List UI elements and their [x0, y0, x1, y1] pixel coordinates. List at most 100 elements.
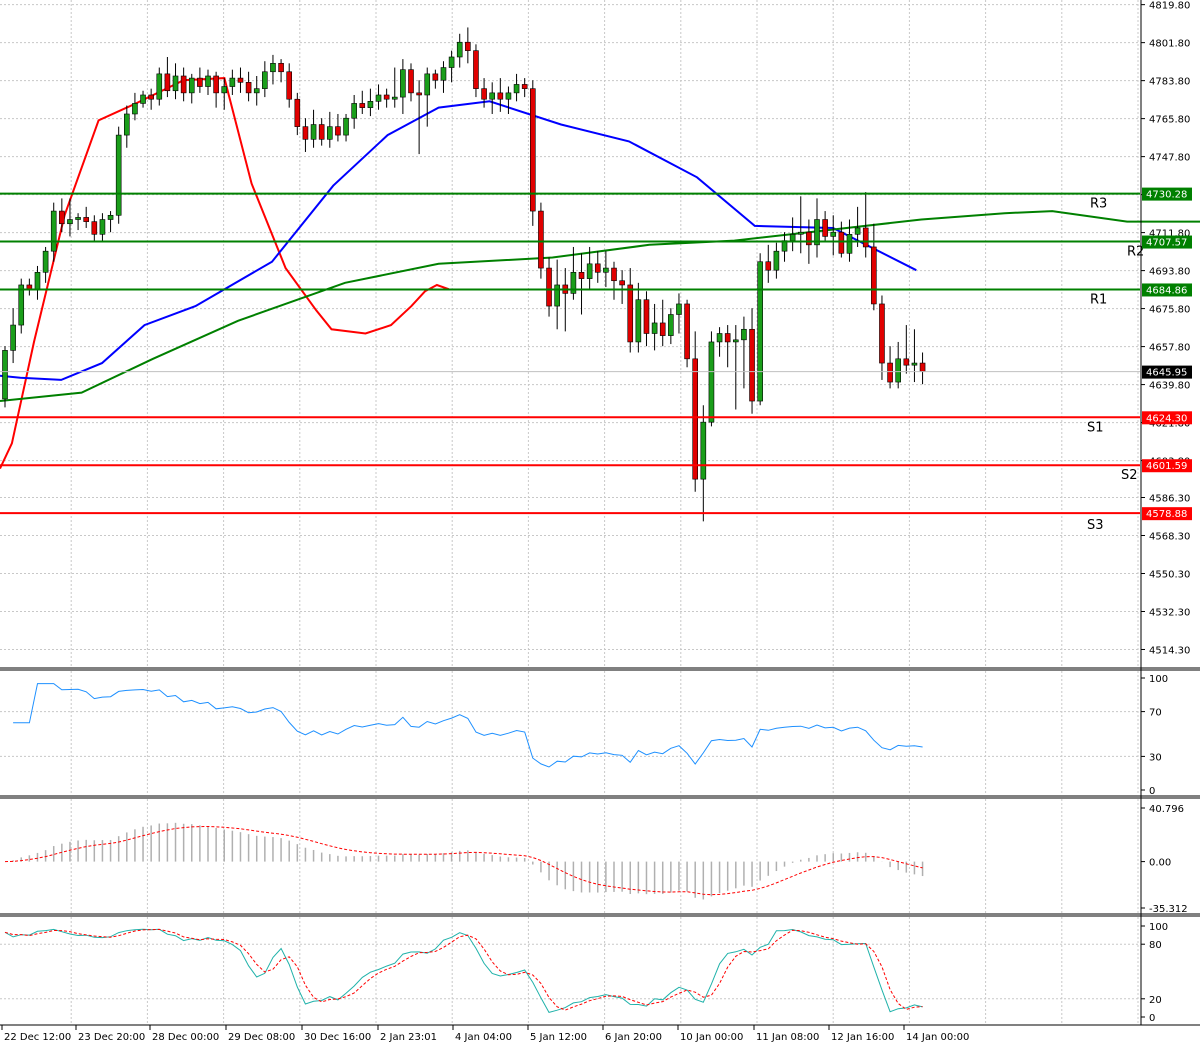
level-price-tag: 4578.88 — [1146, 509, 1187, 520]
moving-average-line — [0, 77, 450, 470]
time-tick-label: 5 Jan 12:00 — [530, 1032, 587, 1043]
candle — [262, 61, 268, 98]
candle — [115, 126, 122, 224]
candle — [221, 78, 228, 110]
candle — [473, 44, 479, 98]
current-price-tag: 4645.95 — [1142, 365, 1192, 379]
candle — [854, 206, 861, 247]
candle — [765, 244, 772, 283]
candle — [611, 261, 617, 300]
candle — [91, 215, 98, 241]
rsi-axis: 100 70 30 0 — [1141, 674, 1168, 797]
candle — [59, 198, 65, 233]
candle — [253, 75, 260, 106]
candle — [732, 325, 739, 410]
current-price-label: 4645.95 — [1146, 368, 1187, 379]
candle — [188, 73, 195, 104]
price-tick-label: 4801.80 — [1149, 39, 1190, 50]
stochastic-signal-line — [4, 928, 923, 1011]
candle — [684, 299, 690, 368]
candle — [862, 192, 869, 258]
candle — [132, 92, 138, 121]
candle — [570, 246, 577, 300]
candle — [391, 67, 398, 108]
candle — [879, 295, 885, 380]
indicator-tick-label: 80 — [1149, 940, 1162, 951]
price-tick-label: 4783.80 — [1149, 77, 1190, 88]
candle — [521, 78, 528, 98]
candle — [245, 71, 252, 102]
time-tick-label: 29 Dec 08:00 — [228, 1032, 295, 1043]
candle — [773, 242, 780, 279]
candle — [627, 268, 634, 353]
candle — [286, 63, 293, 108]
candle — [554, 259, 560, 330]
candle — [578, 253, 585, 315]
candle — [237, 67, 244, 93]
candle — [326, 111, 333, 148]
time-tick-label: 28 Dec 00:00 — [152, 1032, 219, 1043]
stochastic-axis: 100 80 20 0 — [1141, 922, 1168, 1024]
candle — [416, 80, 422, 155]
price-tick-label: 4532.30 — [1149, 607, 1190, 618]
level-tags: 4730.28 4707.57 4684.86 4624.30 4601.59 4578.… — [1142, 187, 1192, 521]
price-tick-label: 4568.30 — [1149, 531, 1190, 542]
candle — [724, 325, 731, 368]
indicator-tick-label: 100 — [1149, 674, 1168, 685]
candle — [180, 67, 187, 102]
candle — [351, 94, 357, 129]
candle — [586, 246, 593, 290]
candle — [529, 80, 536, 226]
candle — [432, 69, 439, 89]
price-tick-label: 4711.80 — [1149, 229, 1190, 240]
price-tick-label: 4639.80 — [1149, 381, 1190, 392]
candle — [546, 257, 552, 317]
level-name-s3: S3 — [1087, 518, 1104, 533]
candle — [156, 67, 163, 106]
candle — [741, 316, 747, 389]
candle — [172, 63, 179, 100]
rsi-panel — [0, 671, 1140, 795]
level-name-r3: R3 — [1090, 197, 1107, 212]
candle — [465, 27, 471, 64]
candle — [635, 282, 642, 353]
candle — [400, 59, 406, 114]
price-tick-label: 4675.80 — [1149, 305, 1190, 316]
candle — [903, 325, 910, 374]
level-name-s1: S1 — [1087, 420, 1104, 435]
candle — [83, 206, 89, 228]
level-price-tag: 4707.57 — [1146, 238, 1187, 249]
candle — [871, 223, 877, 311]
candle — [887, 346, 893, 389]
candle — [140, 90, 146, 108]
candle — [676, 293, 682, 334]
candle — [124, 105, 130, 148]
level-price-tag: 4624.30 — [1146, 413, 1187, 424]
stochastic-panel — [0, 917, 1140, 1025]
price-tick-label: 4765.80 — [1149, 115, 1190, 126]
macd-signal-line — [4, 825, 923, 896]
rsi-line — [13, 683, 923, 768]
price-tick-label: 4819.80 — [1149, 1, 1190, 12]
price-tick-label: 4747.80 — [1149, 153, 1190, 164]
candle — [489, 82, 496, 114]
candle — [148, 88, 154, 110]
candle — [651, 303, 658, 351]
candle — [294, 92, 301, 136]
candle — [18, 278, 25, 334]
candle — [164, 56, 171, 98]
candle — [668, 308, 674, 345]
candle — [343, 113, 349, 142]
moving-average-line — [0, 210, 1200, 402]
time-tick-label: 6 Jan 20:00 — [605, 1032, 662, 1043]
candle — [505, 86, 512, 114]
candle — [383, 88, 390, 108]
candle — [895, 341, 902, 389]
candle — [838, 221, 845, 258]
candle — [830, 215, 837, 256]
candle — [456, 33, 463, 68]
price-tick-label: 4514.30 — [1149, 645, 1190, 656]
candle — [50, 202, 57, 262]
price-tick-label: 4693.80 — [1149, 267, 1190, 278]
